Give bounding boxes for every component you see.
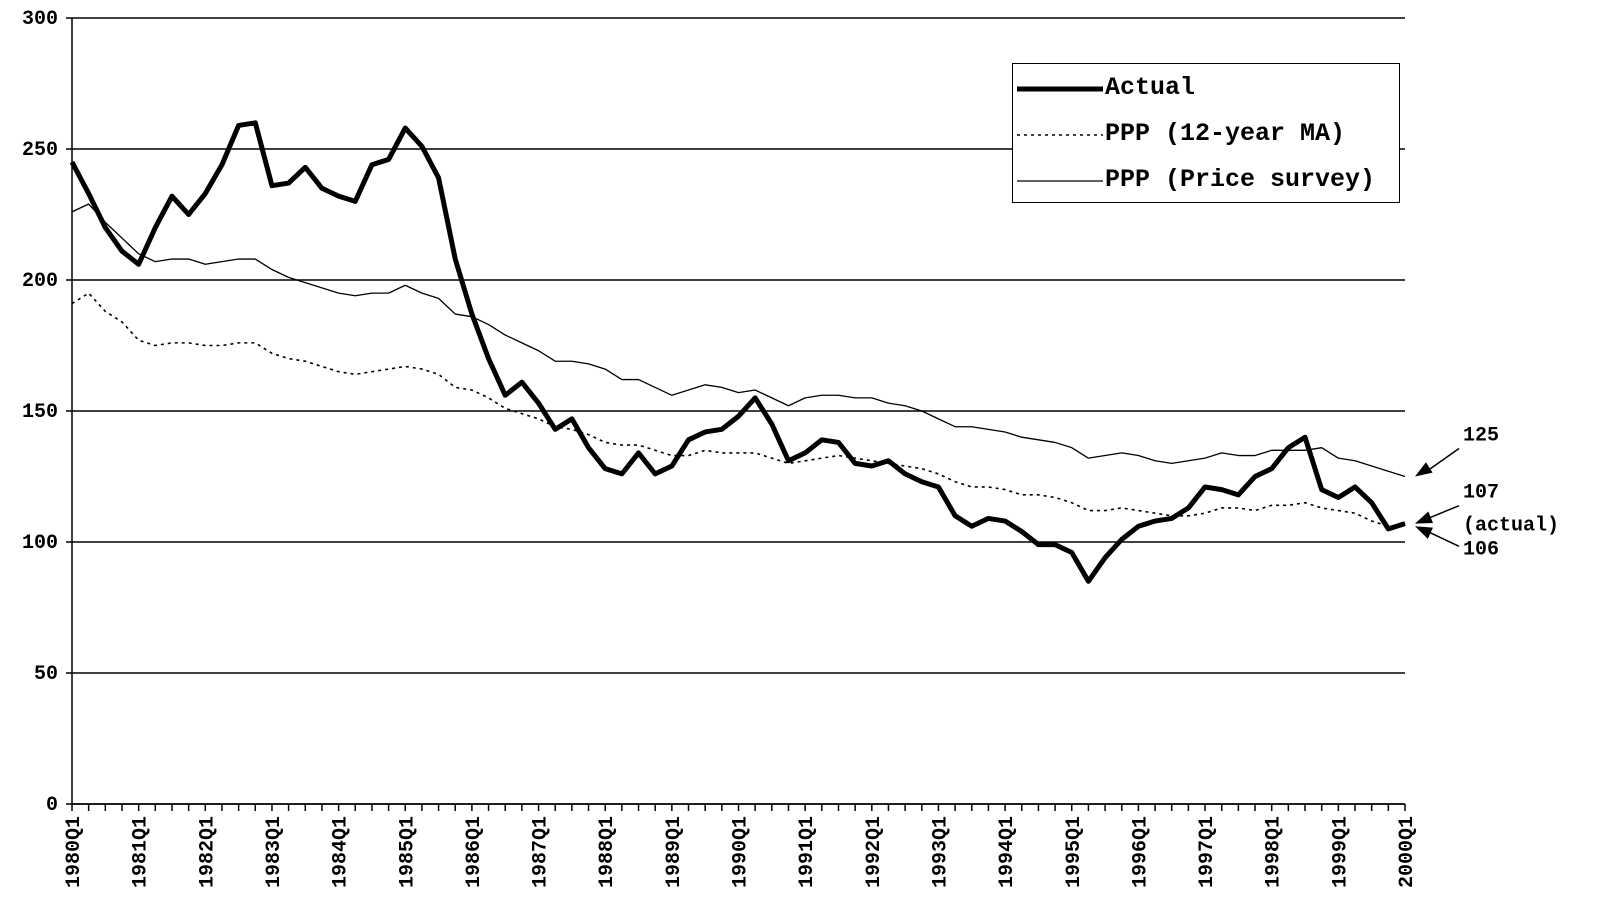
- x-tick-label: 1986Q1: [463, 816, 486, 888]
- annotation-text: 106: [1463, 538, 1499, 561]
- annotation-arrowhead: [1415, 526, 1433, 539]
- series-line: [69, 120, 1406, 584]
- y-tick-label: 250: [22, 139, 58, 162]
- x-tick-label: 1999Q1: [1329, 816, 1352, 888]
- x-tick-label: 1996Q1: [1129, 816, 1152, 888]
- x-tick-label: 1980Q1: [63, 816, 86, 888]
- x-tick-label: 1983Q1: [263, 816, 286, 888]
- x-tick-label: 1981Q1: [130, 816, 153, 888]
- legend: Actual PPP (12-year MA) PPP (Price survey): [1012, 63, 1400, 203]
- x-tick-label: 1982Q1: [196, 816, 219, 888]
- x-tick-label: 1985Q1: [396, 816, 419, 888]
- annotation-arrowhead: [1415, 462, 1433, 477]
- x-tick-label: 1984Q1: [330, 816, 353, 888]
- x-tick-label: 1998Q1: [1263, 816, 1286, 888]
- y-tick-label: 200: [22, 270, 58, 293]
- x-tick-label: 1997Q1: [1196, 816, 1219, 888]
- x-tick-label: 1993Q1: [929, 816, 952, 888]
- y-tick-label: 100: [22, 532, 58, 555]
- x-tick-label: 1990Q1: [730, 816, 753, 888]
- series-line: [71, 292, 1405, 528]
- x-tick-label: 1992Q1: [863, 816, 886, 888]
- series-line: [71, 203, 1406, 478]
- annotation-text: 107: [1463, 482, 1499, 505]
- legend-label: PPP (12-year MA): [1105, 119, 1346, 148]
- legend-label: Actual: [1105, 73, 1196, 102]
- x-tick-label: 1994Q1: [996, 816, 1019, 888]
- y-tick-label: 300: [22, 8, 58, 31]
- x-tick-label: 1987Q1: [530, 816, 553, 888]
- y-tick-label: 0: [46, 794, 58, 817]
- legend-swatch: [1017, 180, 1103, 182]
- annotation-arrow: [1424, 447, 1460, 474]
- x-tick-label: 1995Q1: [1063, 816, 1086, 888]
- annotation-arrowhead: [1415, 511, 1433, 524]
- legend-swatch: [1017, 86, 1103, 92]
- x-tick-label: 1991Q1: [796, 816, 819, 888]
- x-tick-label: 1988Q1: [596, 816, 619, 888]
- annotation-arrow: [1424, 529, 1460, 547]
- x-tick-label: 2000Q1: [1396, 816, 1419, 888]
- annotation-text: 125: [1463, 425, 1499, 448]
- y-tick-label: 50: [34, 663, 58, 686]
- legend-item: PPP (Price survey): [1013, 166, 1399, 194]
- annotation-text: (actual): [1463, 515, 1559, 538]
- y-tick-label: 150: [22, 401, 58, 424]
- legend-label: PPP (Price survey): [1105, 165, 1376, 194]
- legend-item: PPP (12-year MA): [1013, 120, 1399, 148]
- legend-swatch: [1017, 134, 1103, 136]
- legend-item: Actual: [1013, 74, 1399, 102]
- x-tick-label: 1989Q1: [663, 816, 686, 888]
